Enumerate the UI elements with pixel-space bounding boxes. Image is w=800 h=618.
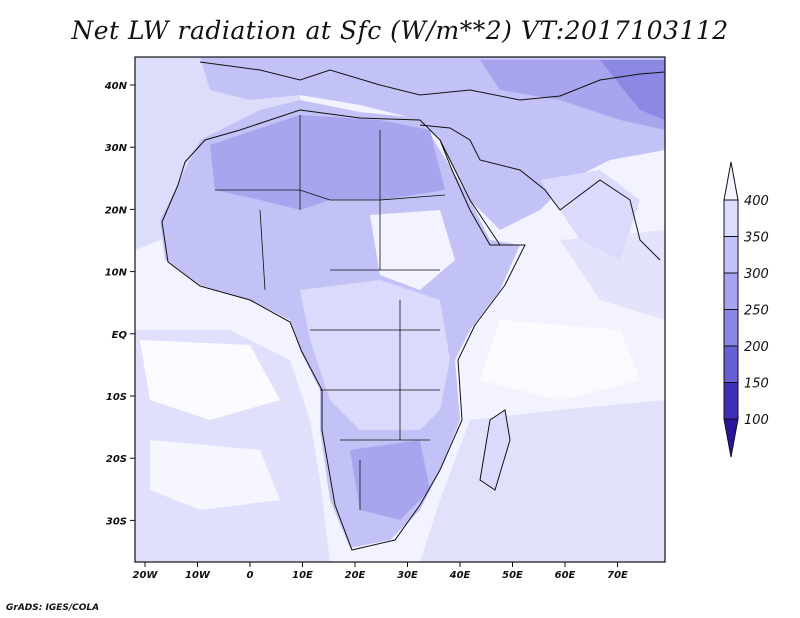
lon-tick-label: 10E (292, 570, 313, 581)
colorbar-segment (723, 272, 739, 310)
colorbar-segment (723, 309, 739, 347)
coastlines (161, 61, 666, 551)
colorbar-label: 150 (744, 377, 769, 392)
colorbar-label: 200 (744, 340, 769, 355)
lat-tick-label: 10S (106, 392, 127, 403)
colorbar-bottom-arrow (723, 418, 739, 458)
lat-tick-label: 20N (105, 205, 128, 216)
latitude-axis: 40N 30N 20N 10N EQ 10S 20S 30S (104, 81, 135, 527)
lon-tick-label: 20W (133, 570, 159, 581)
lat-tick-label: 10N (105, 268, 128, 279)
colorbar: 400 350 300 250 200 150 100 (723, 161, 769, 458)
lon-tick-label: 30E (397, 570, 418, 581)
colorbar-segment (723, 382, 739, 420)
lat-tick-label: 40N (104, 81, 128, 92)
lon-tick-label: 10W (185, 570, 211, 581)
colorbar-label: 350 (744, 231, 769, 246)
country-borders (215, 115, 446, 510)
colorbar-label: 300 (744, 267, 769, 282)
grads-credit: GrADS: IGES/COLA (6, 603, 100, 613)
ocean-white-patches (140, 320, 640, 510)
madagascar (479, 409, 511, 491)
colorbar-segment (723, 345, 739, 383)
lon-tick-label: 40E (449, 570, 471, 581)
longitude-axis: 20W 10W 0 10E 20E 30E 40E 50E 60E 70E (133, 562, 628, 581)
lat-tick-label: EQ (112, 330, 128, 341)
colorbar-segment (723, 236, 739, 274)
colorbar-label: 250 (744, 304, 769, 319)
colorbar-segment (723, 199, 739, 237)
lon-tick-label: 70E (607, 570, 628, 581)
lon-tick-label: 50E (502, 570, 523, 581)
colorbar-label: 400 (744, 194, 769, 209)
colorbar-label: 100 (744, 413, 769, 428)
map-frame (134, 56, 666, 563)
lon-tick-label: 20E (345, 570, 366, 581)
map-title: Net LW radiation at Sfc (W/m**2) VT:2017… (71, 16, 729, 45)
lon-tick-label: 0 (247, 570, 254, 581)
lat-tick-label: 30N (105, 143, 128, 154)
lat-tick-label: 30S (106, 516, 127, 527)
lat-tick-label: 20S (106, 454, 127, 465)
lon-tick-label: 60E (555, 570, 576, 581)
colorbar-top-arrow (723, 161, 739, 201)
